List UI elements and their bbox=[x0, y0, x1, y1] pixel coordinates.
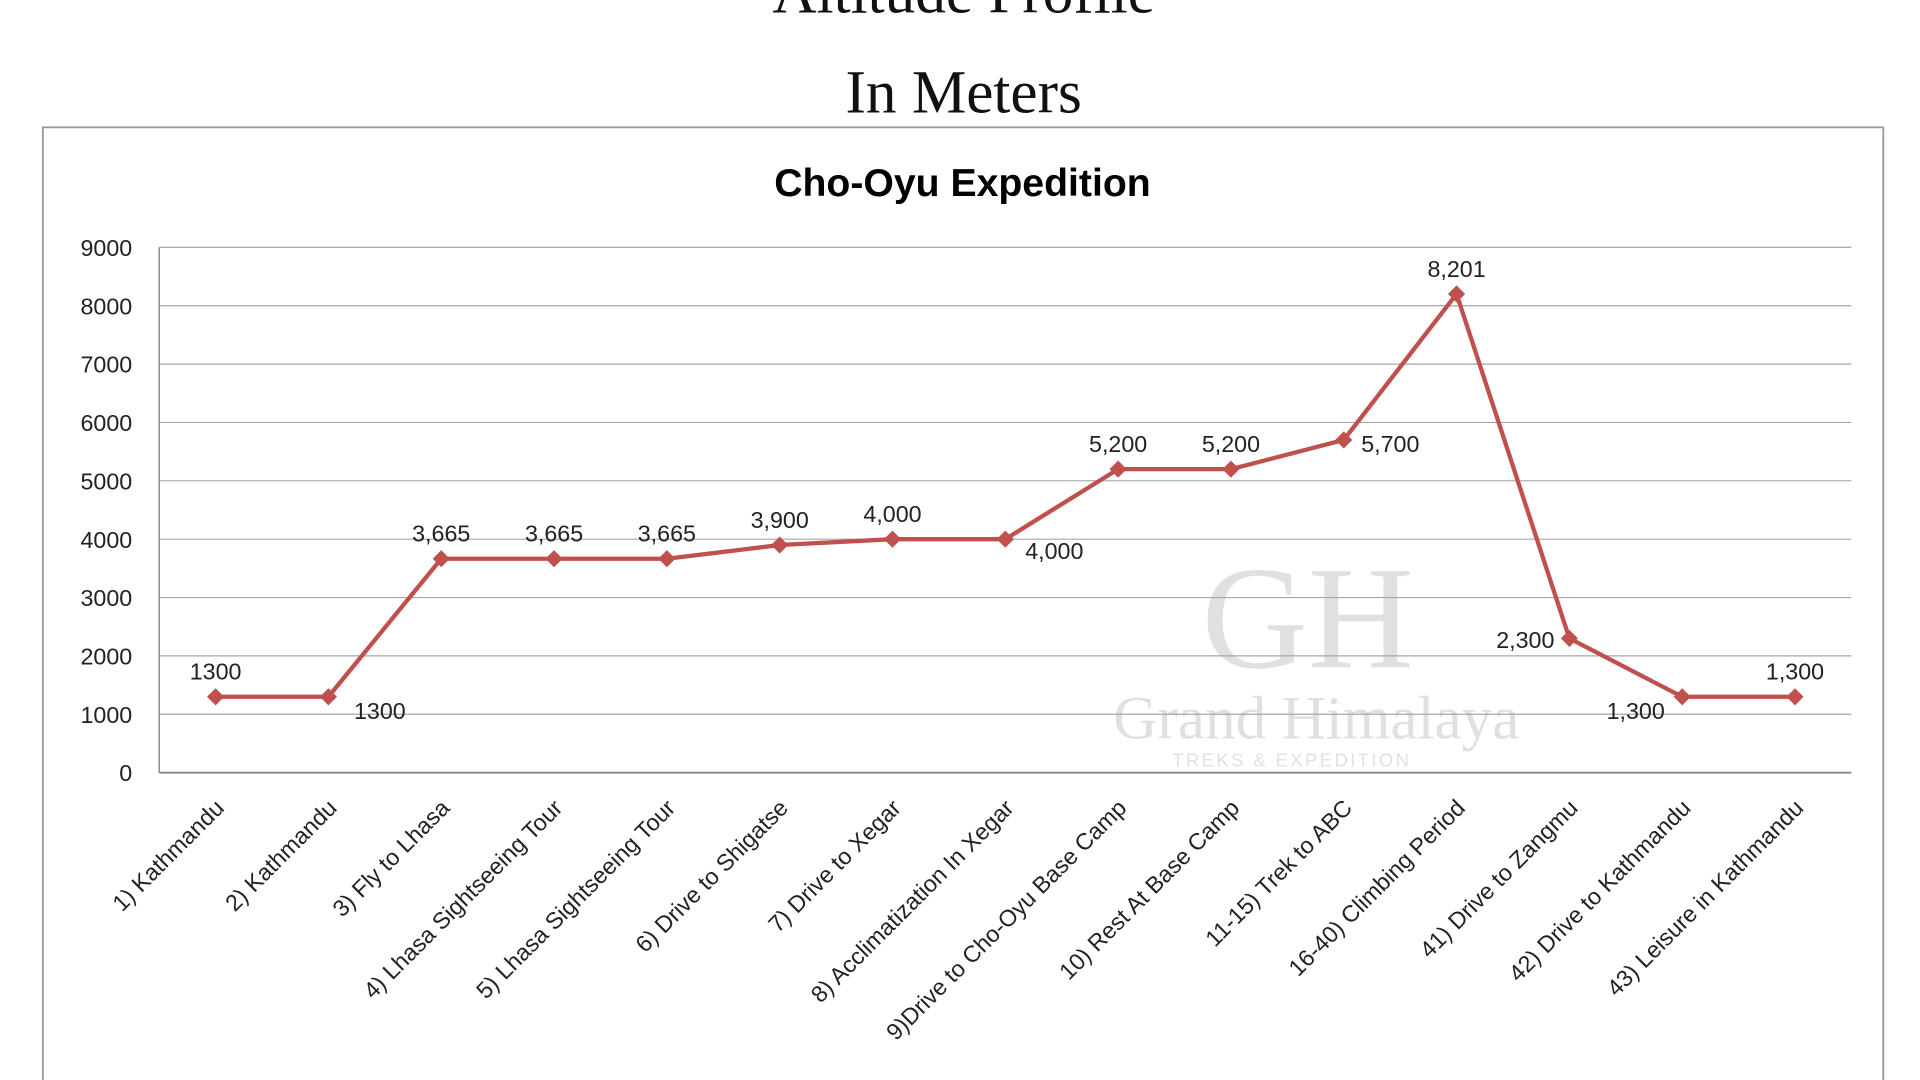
data-label: 4,000 bbox=[1025, 538, 1083, 564]
svg-text:TREKS & EXPEDITION: TREKS & EXPEDITION bbox=[1172, 750, 1411, 771]
y-tick-label: 9000 bbox=[81, 235, 133, 261]
y-tick-label: 5000 bbox=[81, 468, 133, 494]
data-point-marker bbox=[1673, 688, 1691, 706]
data-label: 5,700 bbox=[1361, 431, 1419, 457]
y-tick-label: 3000 bbox=[81, 585, 133, 611]
data-label: 2,300 bbox=[1496, 627, 1554, 653]
data-label: 1,300 bbox=[1766, 659, 1824, 685]
y-axis-ticks: 0 1000 2000 3000 4000 5000 6000 7000 8000 9000 bbox=[81, 235, 133, 786]
data-label: 5,200 bbox=[1202, 431, 1260, 457]
data-label: 8,201 bbox=[1427, 256, 1485, 282]
data-label: 4,000 bbox=[863, 501, 921, 527]
y-tick-label: 4000 bbox=[81, 527, 133, 553]
data-label: 3,900 bbox=[751, 507, 809, 533]
y-tick-label: 6000 bbox=[81, 410, 133, 436]
gridlines bbox=[158, 246, 1852, 774]
data-labels: 1300 1300 3,665 3,665 3,665 3,900 4,000 4,000 5,… bbox=[190, 256, 1824, 724]
page-heading-line2: In Meters bbox=[846, 59, 1082, 127]
svg-text:Grand Himalaya: Grand Himalaya bbox=[1113, 684, 1519, 752]
y-tick-label: 0 bbox=[119, 760, 132, 786]
data-point-marker bbox=[1335, 431, 1353, 449]
watermark-monogram: GH bbox=[1202, 536, 1414, 699]
y-tick-label: 7000 bbox=[81, 352, 133, 378]
data-label: 3,665 bbox=[412, 521, 470, 547]
data-label: 1300 bbox=[354, 698, 406, 724]
data-label: 1,300 bbox=[1607, 698, 1665, 724]
data-label: 3,665 bbox=[525, 521, 583, 547]
y-tick-label: 8000 bbox=[81, 293, 133, 319]
watermark-logo: GH Grand Himalaya TREKS & EXPEDITION bbox=[1113, 536, 1519, 770]
data-label: 3,665 bbox=[638, 521, 696, 547]
data-label: 5,200 bbox=[1089, 431, 1147, 457]
data-label: 1300 bbox=[190, 659, 242, 685]
data-point-marker bbox=[319, 688, 337, 706]
chart-frame bbox=[41, 126, 1885, 1080]
page-heading-line1: Altitude Profile bbox=[772, 0, 1155, 26]
y-tick-label: 2000 bbox=[81, 643, 133, 669]
y-tick-label: 1000 bbox=[81, 702, 133, 728]
chart-title: Cho-Oyu Expedition bbox=[774, 162, 1150, 205]
data-point-marker bbox=[207, 688, 225, 706]
